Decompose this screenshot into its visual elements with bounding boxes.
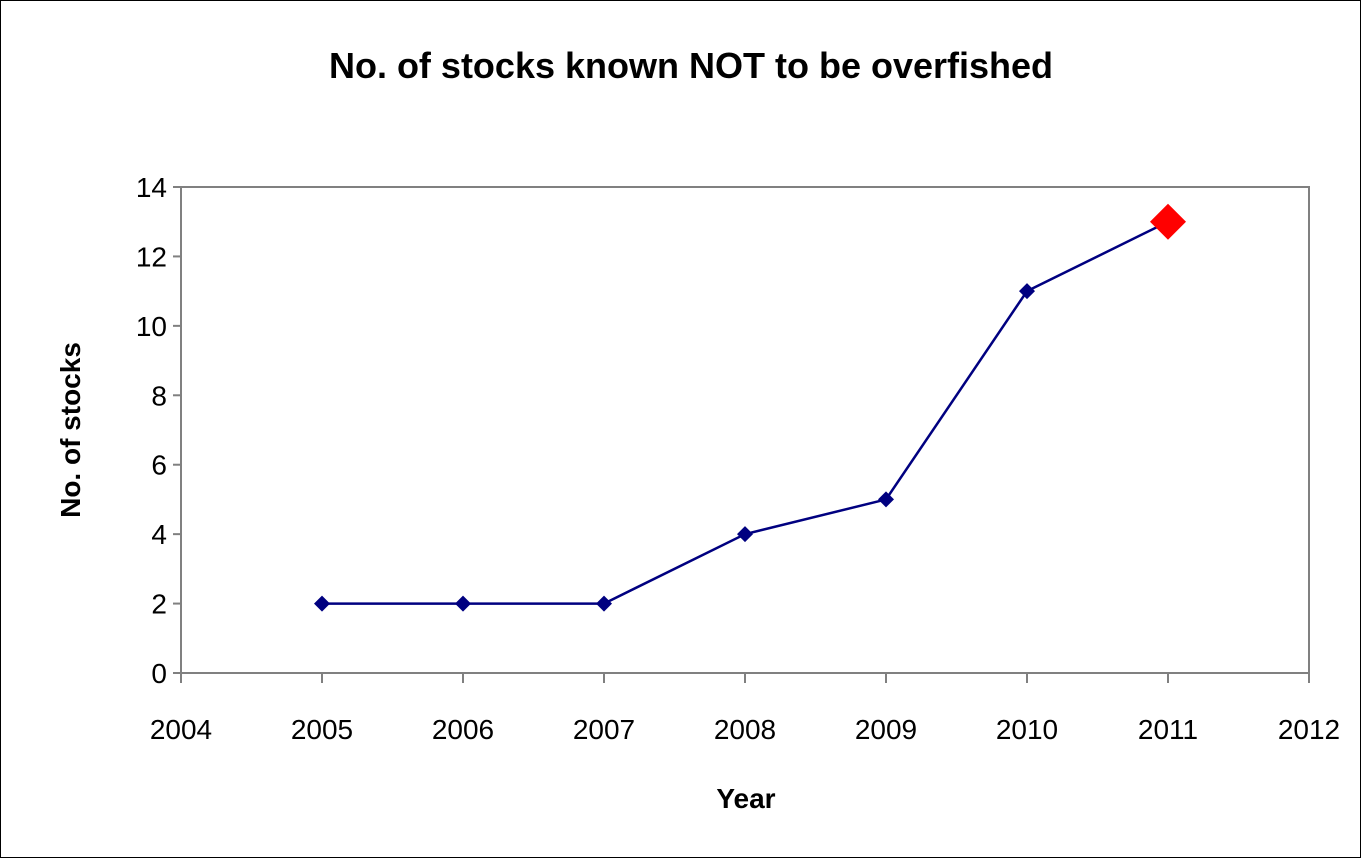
x-tick-label: 2008 xyxy=(714,714,776,745)
data-point xyxy=(878,491,894,508)
data-point xyxy=(1019,283,1035,300)
y-tick-label: 8 xyxy=(151,380,167,411)
data-point xyxy=(596,595,612,612)
data-point xyxy=(737,526,753,543)
x-tick-label: 2005 xyxy=(291,714,353,745)
y-axis: 0 2 4 6 8 10 12 14 xyxy=(136,172,181,689)
highlight-point xyxy=(1150,203,1186,240)
x-tick-label: 2012 xyxy=(1278,714,1340,745)
y-tick-label: 6 xyxy=(151,450,167,481)
chart-title: No. of stocks known NOT to be overfished xyxy=(329,45,1053,86)
x-tick-label: 2004 xyxy=(150,714,212,745)
series-layer xyxy=(314,203,1186,612)
y-axis-title: No. of stocks xyxy=(55,342,86,518)
y-tick-label: 2 xyxy=(151,589,167,620)
y-tick-label: 4 xyxy=(151,519,167,550)
data-point xyxy=(314,595,330,612)
data-point xyxy=(455,595,471,612)
x-tick-label: 2011 xyxy=(1138,714,1198,745)
y-tick-label: 12 xyxy=(136,241,167,272)
x-tick-label: 2006 xyxy=(432,714,494,745)
x-tick-label: 2007 xyxy=(573,714,635,745)
x-axis: 2004 2005 2006 2007 2008 2009 2010 2011 2012 xyxy=(150,673,1340,745)
x-tick-label: 2009 xyxy=(855,714,917,745)
x-tick-label: 2010 xyxy=(996,714,1058,745)
y-tick-label: 14 xyxy=(136,172,167,203)
y-tick-label: 0 xyxy=(151,658,167,689)
x-axis-title: Year xyxy=(716,783,775,814)
y-tick-label: 10 xyxy=(136,311,167,342)
plot-area xyxy=(180,186,1310,674)
